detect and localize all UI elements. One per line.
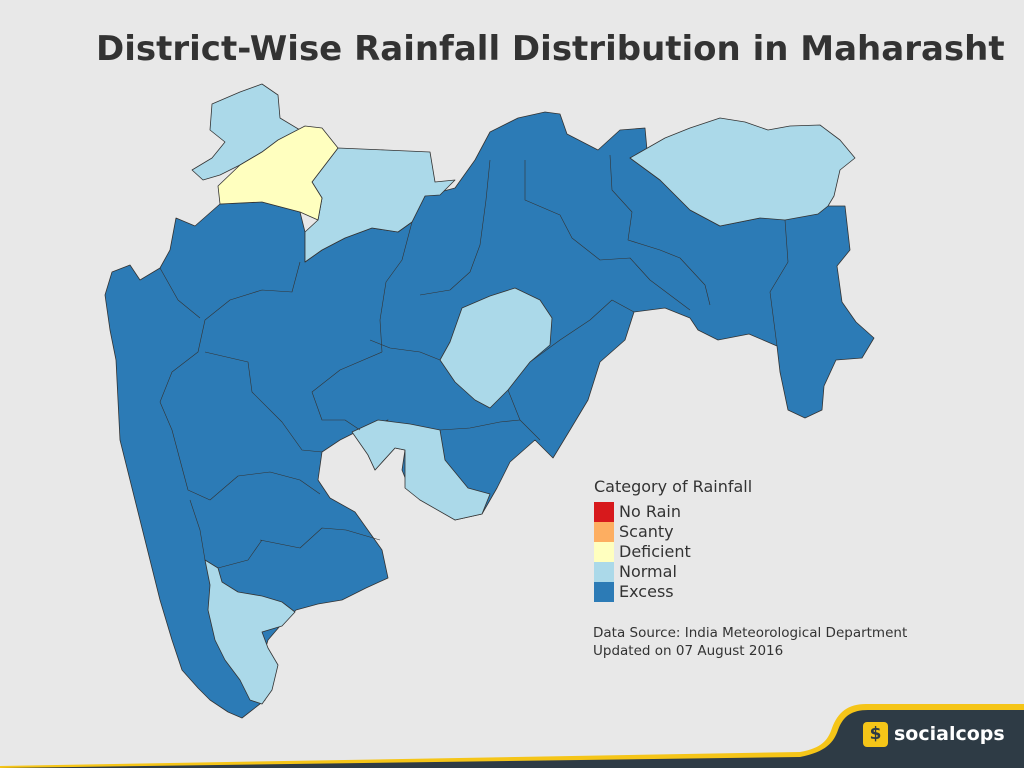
region-deficient bbox=[217, 125, 339, 221]
legend-item-deficient: Deficient bbox=[594, 542, 752, 562]
legend-label: No Rain bbox=[619, 502, 681, 521]
legend-item-normal: Normal bbox=[594, 562, 752, 582]
legend-swatch bbox=[594, 542, 614, 562]
legend-label: Excess bbox=[619, 582, 674, 601]
data-source-line: Data Source: India Meteorological Depart… bbox=[593, 625, 908, 641]
legend-item-scanty: Scanty bbox=[594, 522, 752, 542]
legend-swatch bbox=[594, 522, 614, 542]
region-excess-main bbox=[104, 111, 875, 719]
legend-swatch bbox=[594, 502, 614, 522]
updated-date-line: Updated on 07 August 2016 bbox=[593, 643, 784, 659]
brand-logo[interactable]: $ socialcops bbox=[863, 722, 1005, 747]
legend-label: Deficient bbox=[619, 542, 691, 561]
chart-title: District-Wise Rainfall Distribution in M… bbox=[96, 29, 1005, 69]
legend-label: Scanty bbox=[619, 522, 674, 541]
legend-swatch bbox=[594, 582, 614, 602]
legend-swatch bbox=[594, 562, 614, 582]
legend-label: Normal bbox=[619, 562, 677, 581]
region-normal-northeast bbox=[629, 117, 856, 227]
data-source-note: Data Source: India Meteorological Depart… bbox=[593, 624, 907, 660]
legend-item-no-rain: No Rain bbox=[594, 502, 752, 522]
brand-name: socialcops bbox=[894, 723, 1005, 745]
region-normal-south-central bbox=[351, 419, 491, 521]
legend-title: Category of Rainfall bbox=[594, 477, 753, 496]
legend: Category of Rainfall No Rain Scanty Defici… bbox=[594, 477, 752, 602]
dollar-icon: $ bbox=[863, 722, 888, 747]
legend-item-excess: Excess bbox=[594, 582, 752, 602]
region-normal-central bbox=[439, 287, 553, 409]
region-normal-southwest bbox=[204, 559, 296, 705]
district-boundaries bbox=[159, 154, 789, 569]
